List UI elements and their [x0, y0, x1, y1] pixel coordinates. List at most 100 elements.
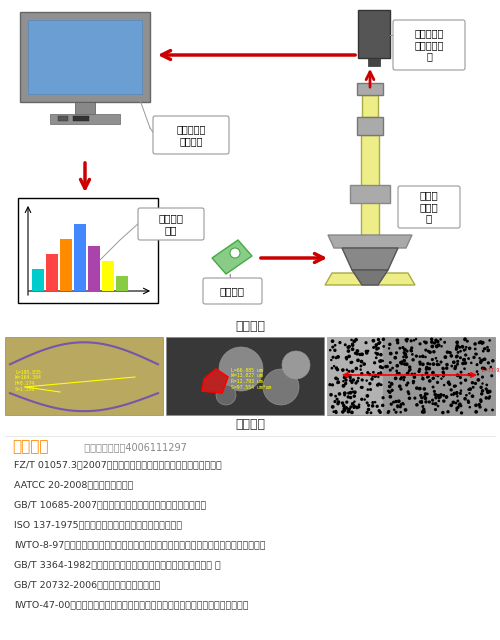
Point: [334, 374, 342, 384]
Point: [426, 376, 434, 386]
Point: [456, 372, 464, 383]
Point: [478, 339, 486, 349]
Point: [453, 337, 461, 348]
Point: [468, 358, 475, 368]
Point: [358, 356, 366, 367]
Point: [354, 355, 362, 365]
Point: [374, 349, 382, 359]
Circle shape: [282, 351, 310, 379]
Point: [388, 378, 396, 388]
Point: [468, 370, 475, 380]
Point: [345, 404, 353, 415]
Point: [326, 345, 334, 355]
Text: 测试样品: 测试样品: [220, 286, 245, 296]
Point: [332, 408, 340, 418]
Point: [328, 355, 336, 365]
Point: [474, 369, 482, 380]
Point: [375, 338, 383, 348]
Point: [416, 397, 424, 407]
Circle shape: [216, 385, 236, 405]
Point: [402, 349, 409, 360]
Point: [377, 380, 385, 390]
Point: [452, 398, 460, 408]
Bar: [73, 116, 89, 121]
Point: [416, 359, 424, 369]
Point: [344, 406, 352, 417]
Point: [368, 401, 376, 411]
Point: [457, 367, 465, 378]
Point: [348, 366, 356, 376]
Point: [456, 353, 464, 363]
Point: [336, 389, 344, 399]
Point: [390, 404, 398, 415]
Point: [428, 355, 436, 365]
Point: [461, 334, 469, 344]
Point: [457, 385, 465, 396]
Polygon shape: [342, 248, 398, 270]
Point: [432, 335, 440, 346]
Point: [382, 362, 390, 372]
Point: [386, 387, 394, 397]
Point: [329, 352, 337, 362]
Point: [364, 346, 372, 356]
Point: [422, 337, 430, 348]
Point: [410, 372, 418, 382]
Point: [435, 393, 443, 403]
Point: [453, 351, 461, 362]
Point: [374, 372, 382, 382]
Text: GB/T 10685-2007《羊毛纤维直径试验方法一投影显微镜法》: GB/T 10685-2007《羊毛纤维直径试验方法一投影显微镜法》: [14, 500, 206, 509]
Polygon shape: [212, 240, 252, 274]
Point: [461, 394, 469, 404]
Point: [349, 366, 357, 376]
Point: [372, 348, 380, 358]
Point: [395, 368, 403, 378]
Point: [430, 387, 438, 397]
Text: ISO 137-1975《羊毛一纤维直径测定一投影显微镜法》: ISO 137-1975《羊毛一纤维直径测定一投影显微镜法》: [14, 520, 182, 529]
Point: [327, 390, 335, 400]
Point: [422, 393, 430, 403]
Point: [400, 352, 407, 362]
Bar: [358, 10, 390, 58]
Point: [462, 342, 470, 352]
Point: [396, 407, 404, 417]
Point: [442, 392, 450, 402]
Point: [442, 363, 450, 373]
Point: [439, 408, 447, 418]
Point: [353, 403, 361, 413]
Bar: [50, 114, 120, 124]
Point: [435, 396, 443, 406]
Point: [488, 405, 496, 415]
Point: [366, 385, 374, 395]
Point: [348, 377, 356, 387]
Point: [480, 354, 488, 364]
Point: [330, 361, 338, 371]
Point: [466, 402, 474, 412]
Point: [375, 379, 383, 389]
Point: [428, 341, 436, 351]
Point: [352, 364, 360, 374]
Point: [489, 356, 497, 366]
Point: [376, 362, 384, 372]
Point: [400, 348, 408, 358]
Bar: [74, 223, 86, 291]
Point: [342, 372, 350, 382]
Bar: [327, 337, 383, 415]
Point: [386, 348, 394, 358]
Point: [331, 345, 339, 355]
Point: [402, 405, 409, 415]
Point: [344, 388, 352, 398]
Point: [419, 374, 427, 384]
Point: [432, 404, 440, 415]
Point: [416, 357, 424, 367]
Text: L=77.939 um: L=77.939 um: [482, 368, 500, 373]
Point: [384, 406, 392, 417]
Circle shape: [219, 347, 263, 391]
Point: [347, 402, 355, 412]
Point: [400, 375, 407, 385]
Point: [346, 341, 354, 351]
Point: [421, 392, 429, 402]
Point: [400, 355, 408, 365]
Point: [378, 400, 386, 410]
Bar: [75, 102, 95, 114]
Point: [410, 376, 418, 387]
